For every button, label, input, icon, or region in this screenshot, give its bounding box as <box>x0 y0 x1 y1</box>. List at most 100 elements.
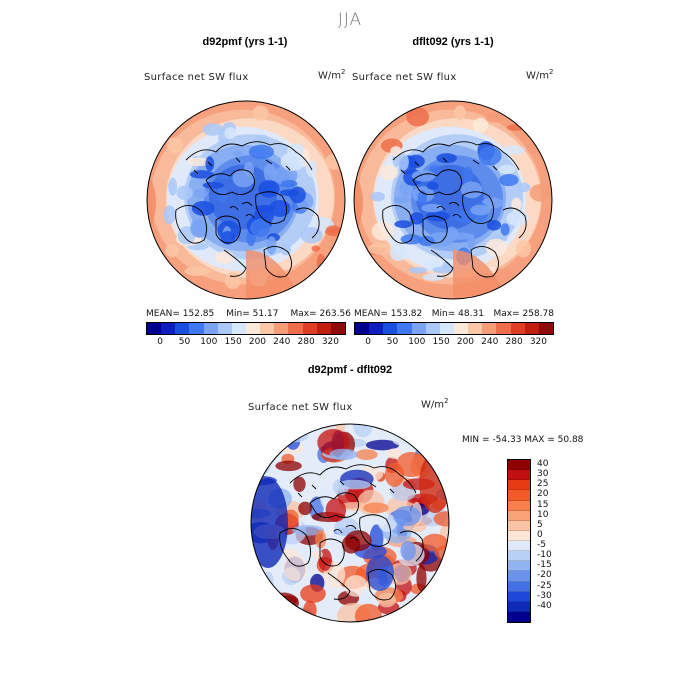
coastline <box>502 207 527 239</box>
colorbar-swatch <box>383 323 398 334</box>
colorbar-tick-label: 280 <box>505 337 523 347</box>
map-field <box>251 598 265 622</box>
map-field <box>406 107 430 127</box>
coastline <box>223 249 247 277</box>
colorbar-tick-label: 50 <box>386 337 399 347</box>
map-field <box>466 233 476 251</box>
map-field <box>275 460 302 472</box>
map-field <box>254 134 270 145</box>
coastline <box>412 169 462 195</box>
map-field <box>432 266 456 274</box>
colorbar-swatch <box>147 323 162 334</box>
map-field <box>500 223 510 236</box>
colorbar-swatch <box>316 323 331 334</box>
coastline <box>215 215 241 244</box>
coastline <box>422 215 448 244</box>
coastline <box>289 464 417 494</box>
map-field <box>267 600 282 611</box>
right-min-value: 48.31 <box>458 309 484 319</box>
map-field <box>268 592 299 614</box>
map-field <box>422 533 448 552</box>
coastline <box>436 201 462 219</box>
map-field <box>370 191 385 202</box>
map-field <box>325 498 347 523</box>
map-field <box>412 426 424 448</box>
diff-minmax: MIN = -54.33 MAX = 50.88 <box>462 435 584 445</box>
map-field <box>395 424 419 437</box>
colorbar-swatch <box>508 500 530 511</box>
map-field <box>269 199 291 217</box>
colorbar-swatch <box>508 490 530 501</box>
map-field <box>266 236 277 255</box>
colorbar-tick-label: 280 <box>297 337 315 347</box>
map-border <box>353 100 553 300</box>
map-field <box>258 608 273 619</box>
map-field <box>339 501 370 511</box>
colorbar-tick-label: 30 <box>537 469 549 480</box>
map-field <box>453 250 503 299</box>
map-field <box>498 164 516 175</box>
colorbar-tick-label: -5 <box>537 540 546 551</box>
colorbar-tick-label: 320 <box>529 337 548 347</box>
map-field <box>386 448 403 459</box>
map-field <box>251 590 283 612</box>
map-field <box>486 220 502 231</box>
colorbar-swatch <box>260 323 275 334</box>
colorbar-swatch <box>508 470 530 481</box>
colorbar-swatch <box>496 323 511 334</box>
colorbar-swatch <box>508 591 530 602</box>
map-field <box>377 513 397 532</box>
map-field <box>360 589 374 605</box>
colorbar-tick-label: 100 <box>200 337 218 347</box>
map-field <box>324 227 345 237</box>
map-border <box>146 100 346 300</box>
colorbar-swatch <box>397 323 412 334</box>
map-field <box>252 436 276 459</box>
map-field <box>515 239 531 258</box>
coastline <box>193 157 291 175</box>
map-field <box>300 227 323 244</box>
map-field <box>248 144 275 160</box>
colorbar-swatch <box>411 323 426 334</box>
colorbar-tick-label: 100 <box>408 337 426 347</box>
map-field <box>485 112 505 123</box>
map-field <box>311 550 323 559</box>
right-polar-map <box>353 100 553 300</box>
map-field <box>168 177 178 196</box>
colorbar-swatch <box>508 530 530 541</box>
colorbar-tick-label: 0 <box>365 337 372 347</box>
map-field <box>354 603 382 622</box>
coastline <box>205 169 255 195</box>
colorbar-swatch <box>524 323 539 334</box>
coastline <box>327 572 351 600</box>
map-field <box>367 243 391 255</box>
right-mean-value: 153.82 <box>390 309 423 319</box>
colorbar-swatch <box>508 571 530 582</box>
colorbar-swatch <box>538 323 553 334</box>
left-colorbar-ticks: 0 50 100 150 200 240 280 320 <box>146 337 344 349</box>
map-field <box>280 179 298 188</box>
coastline <box>333 524 359 542</box>
map-field <box>416 564 427 592</box>
right-panel-title: dflt092 (yrs 1-1) <box>412 36 494 48</box>
map-field <box>252 105 269 121</box>
diff-panel-title: d92pmf - dflt092 <box>307 364 393 376</box>
left-variable-label: Surface net SW flux <box>144 72 249 83</box>
left-panel-title: d92pmf (yrs 1-1) <box>202 36 288 48</box>
map-field <box>436 606 449 622</box>
colorbar-swatch <box>161 323 176 334</box>
colorbar-swatch <box>217 323 232 334</box>
coastline <box>399 530 424 562</box>
map-field <box>220 230 236 245</box>
coastline <box>279 528 311 567</box>
colorbar-swatch <box>330 323 345 334</box>
map-field <box>390 146 402 157</box>
diff-polar-map <box>250 423 450 623</box>
map-field <box>281 548 298 557</box>
colorbar-tick-label: 0 <box>537 529 543 540</box>
colorbar-tick-label: 200 <box>456 337 475 347</box>
colorbar-tick-label: 15 <box>537 499 549 510</box>
map-field <box>280 604 291 619</box>
colorbar-swatch <box>482 323 497 334</box>
coastline <box>400 157 498 175</box>
